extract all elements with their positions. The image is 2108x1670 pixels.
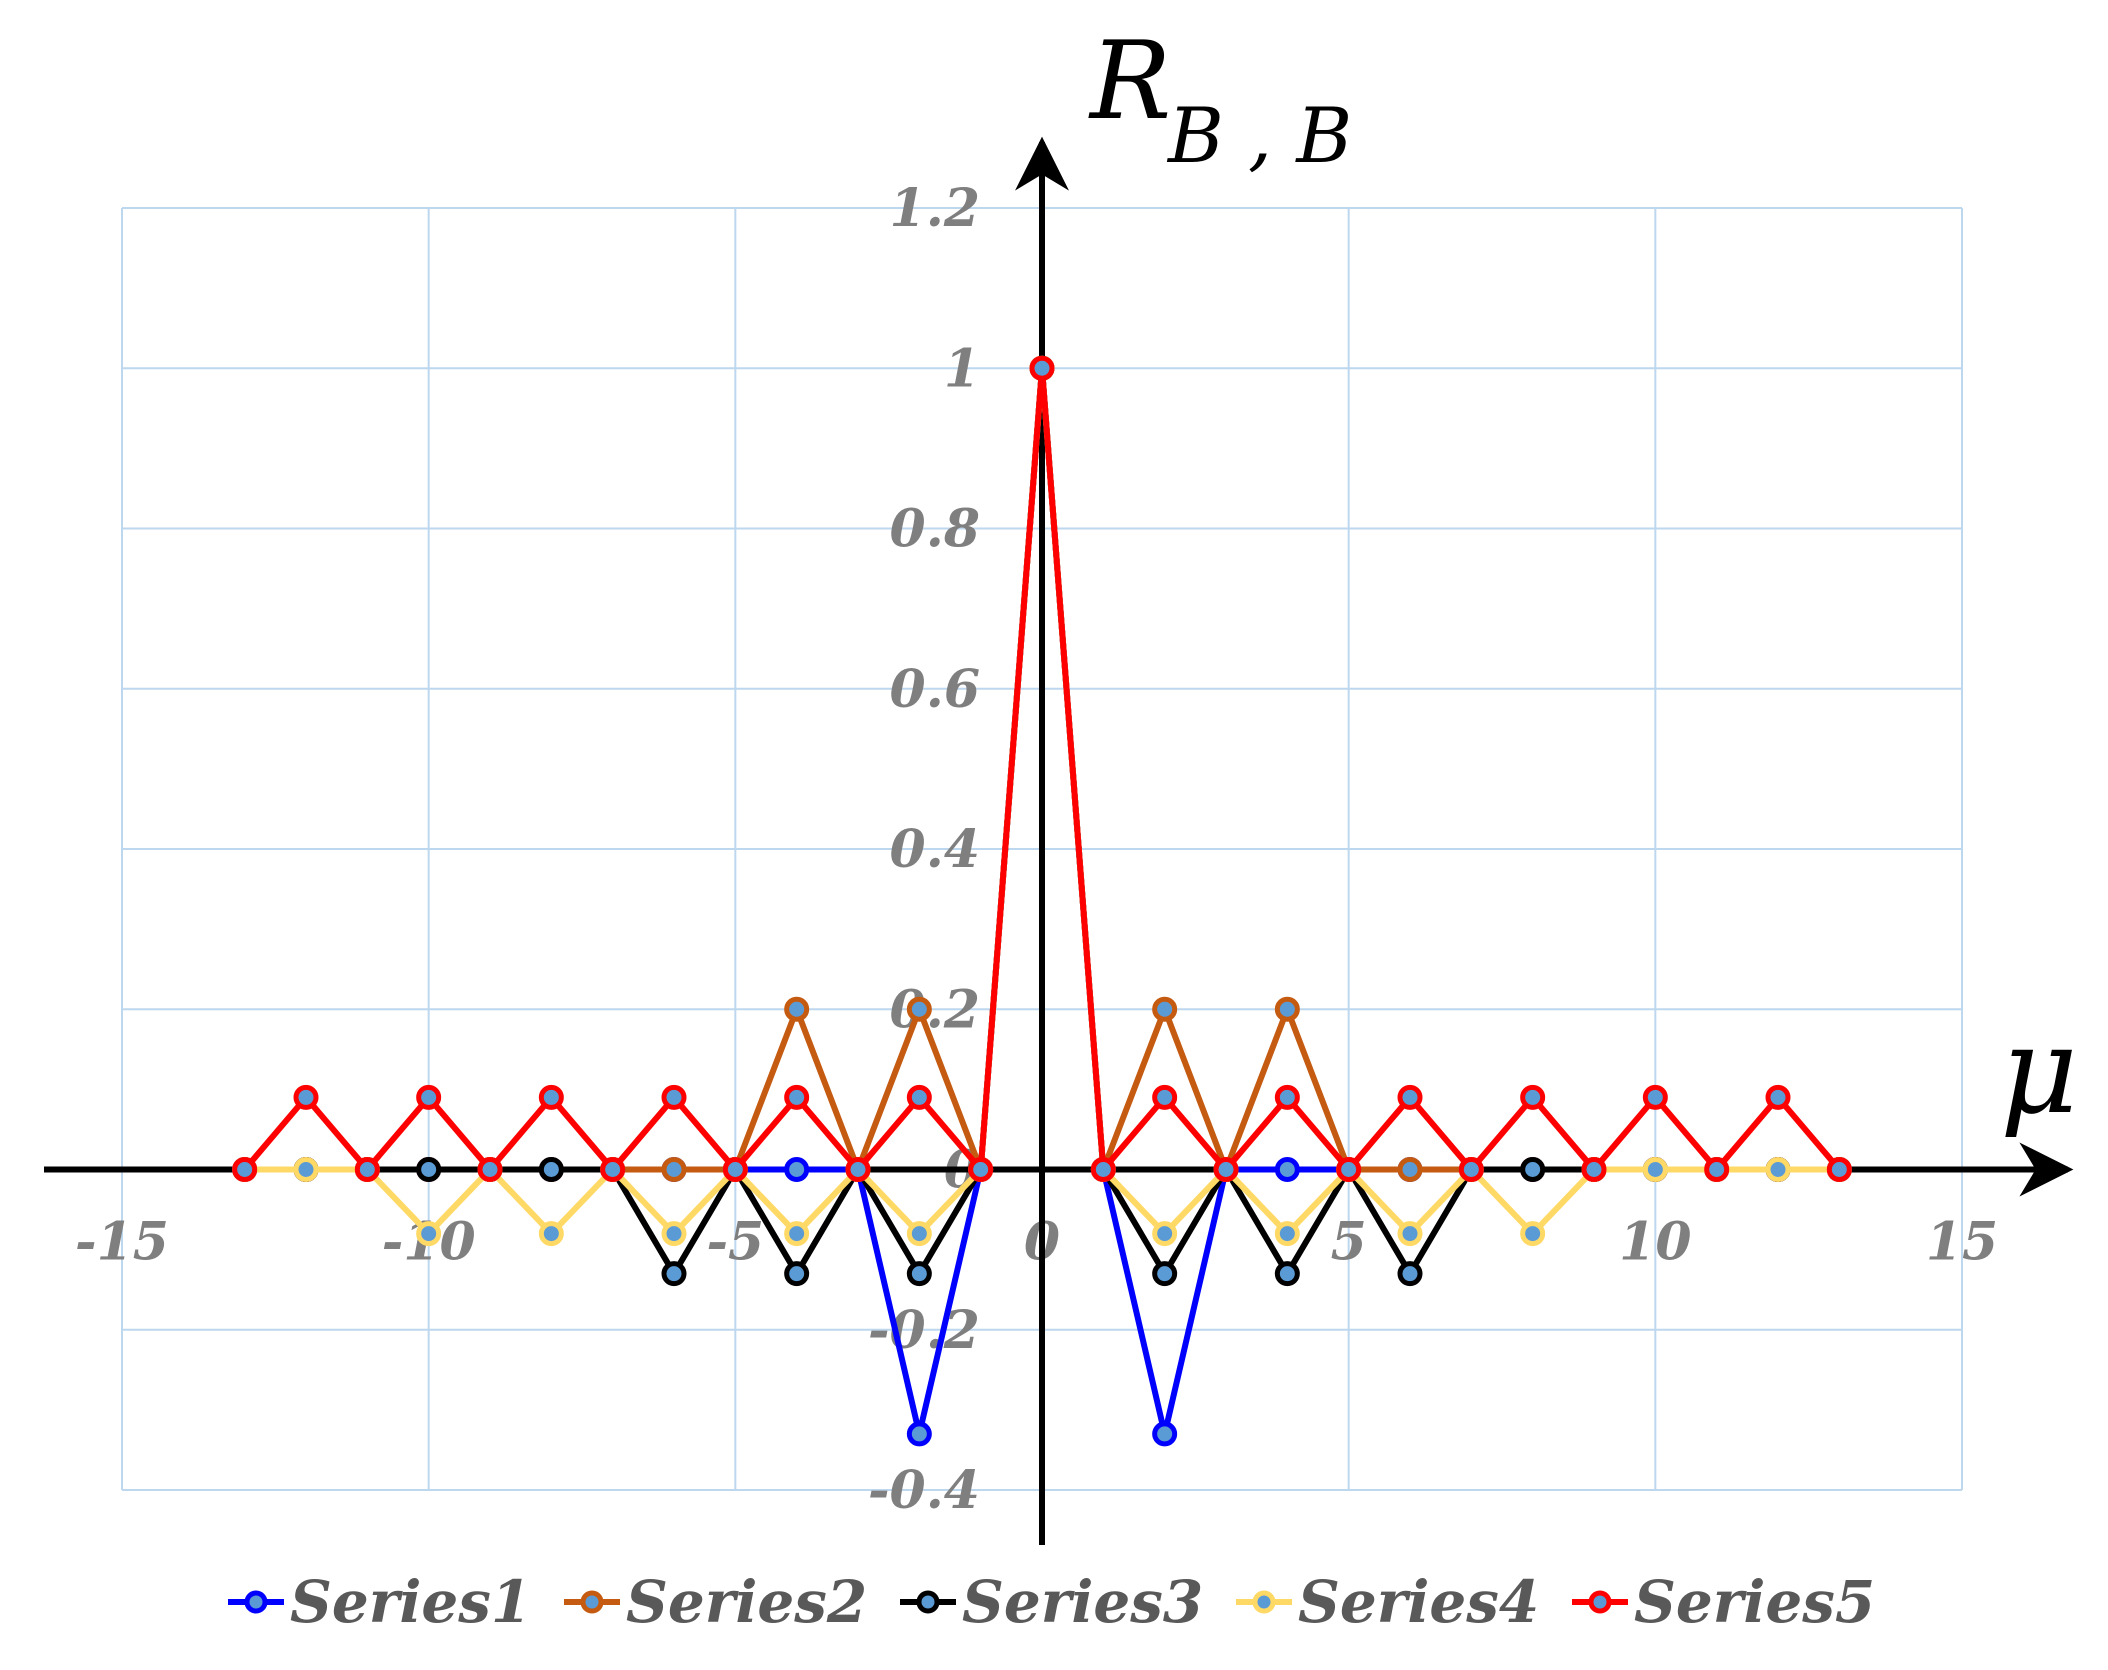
- data-point: [1336, 1157, 1362, 1182]
- data-point: [1826, 1157, 1852, 1182]
- data-point: [1704, 1157, 1730, 1182]
- series-5: [232, 355, 1852, 1182]
- data-point: [1029, 355, 1055, 381]
- data-point: [784, 1157, 810, 1182]
- data-point: [1642, 1157, 1668, 1182]
- y-tick-label: -0.4: [868, 1460, 980, 1521]
- x-tick-label: 5: [1331, 1212, 1367, 1273]
- legend-marker: [1588, 1590, 1612, 1614]
- legend-item: Series5: [1572, 1568, 1875, 1636]
- axis-titles: R B , B μ: [1088, 19, 2078, 1141]
- data-point: [477, 1157, 503, 1182]
- y-tick-labels: 1.210.80.60.40.20-0.2-0.4: [868, 178, 980, 1521]
- data-point: [1520, 1157, 1546, 1182]
- legend-marker: [580, 1590, 604, 1614]
- data-point: [1274, 1084, 1300, 1110]
- data-point: [1152, 1084, 1178, 1110]
- legend-item: Series3: [900, 1568, 1203, 1636]
- data-point: [906, 1261, 932, 1287]
- data-point: [293, 1084, 319, 1110]
- data-point: [1765, 1084, 1791, 1110]
- data-point: [906, 1221, 932, 1247]
- legend-label: Series4: [1298, 1568, 1539, 1636]
- data-point: [1642, 1084, 1668, 1110]
- axes: [44, 136, 2074, 1545]
- legend-item: Series1: [228, 1568, 531, 1636]
- legend-label: Series2: [626, 1568, 867, 1636]
- data-point: [1274, 996, 1300, 1022]
- data-point: [1152, 996, 1178, 1022]
- legend-label: Series3: [962, 1568, 1203, 1636]
- data-point: [845, 1157, 871, 1182]
- data-point: [1397, 1261, 1423, 1287]
- data-point: [906, 996, 932, 1022]
- data-point: [661, 1157, 687, 1182]
- data-point: [1090, 1157, 1116, 1182]
- y-tick-label: 0.2: [890, 979, 980, 1040]
- data-point: [1765, 1157, 1791, 1182]
- data-point: [232, 1157, 258, 1182]
- y-tick-label: 1: [944, 338, 980, 399]
- data-point: [722, 1157, 748, 1182]
- x-tick-label: 10: [1619, 1212, 1691, 1273]
- data-point: [1520, 1084, 1546, 1110]
- legend-marker: [916, 1590, 940, 1614]
- data-point: [661, 1261, 687, 1287]
- x-tick-label: -15: [75, 1212, 169, 1273]
- data-point: [1397, 1084, 1423, 1110]
- legend-item: Series2: [564, 1568, 867, 1636]
- data-point: [1152, 1221, 1178, 1247]
- data-point: [416, 1084, 442, 1110]
- y-tick-label: 1.2: [890, 178, 980, 239]
- data-point: [1274, 1261, 1300, 1287]
- legend-label: Series1: [290, 1568, 531, 1636]
- data-point: [1520, 1221, 1546, 1247]
- legend-label: Series5: [1634, 1568, 1875, 1636]
- x-tick-labels: -15-10-5051015: [75, 1212, 1998, 1273]
- data-point: [538, 1157, 564, 1182]
- data-point: [293, 1157, 319, 1182]
- data-point: [1274, 1221, 1300, 1247]
- y-tick-label: -0.2: [868, 1300, 980, 1361]
- y-tick-label: 0.4: [890, 819, 980, 880]
- y-tick-label: 0.8: [890, 499, 980, 560]
- data-point: [1581, 1157, 1607, 1182]
- data-point: [906, 1084, 932, 1110]
- y-tick-label: 0.6: [890, 659, 980, 720]
- y-axis-title-subscript: B , B: [1166, 91, 1352, 180]
- data-point: [416, 1157, 442, 1182]
- data-point: [1213, 1157, 1239, 1182]
- data-point: [1458, 1157, 1484, 1182]
- data-point: [906, 1421, 932, 1447]
- data-point: [1397, 1221, 1423, 1247]
- data-point: [1274, 1157, 1300, 1182]
- data-point: [968, 1157, 994, 1182]
- x-tick-label: -5: [706, 1212, 764, 1273]
- data-point: [538, 1221, 564, 1247]
- data-point: [1397, 1157, 1423, 1182]
- data-point: [416, 1221, 442, 1247]
- legend-marker: [1252, 1590, 1276, 1614]
- legend: Series1 Series2 Series3 Series4 Series5: [228, 1568, 1875, 1636]
- x-tick-label: 15: [1926, 1212, 1998, 1273]
- data-point: [600, 1157, 626, 1182]
- data-point: [1152, 1421, 1178, 1447]
- data-point: [1152, 1261, 1178, 1287]
- data-point: [784, 996, 810, 1022]
- data-point: [784, 1261, 810, 1287]
- legend-marker: [244, 1590, 268, 1614]
- data-point: [784, 1084, 810, 1110]
- y-axis-title-main: R: [1088, 19, 1171, 144]
- x-axis-title: μ: [2000, 1002, 2078, 1141]
- data-point: [354, 1157, 380, 1182]
- series-group: [232, 355, 1852, 1447]
- data-point: [661, 1221, 687, 1247]
- legend-item: Series4: [1236, 1568, 1539, 1636]
- data-point: [538, 1084, 564, 1110]
- data-point: [661, 1084, 687, 1110]
- data-point: [784, 1221, 810, 1247]
